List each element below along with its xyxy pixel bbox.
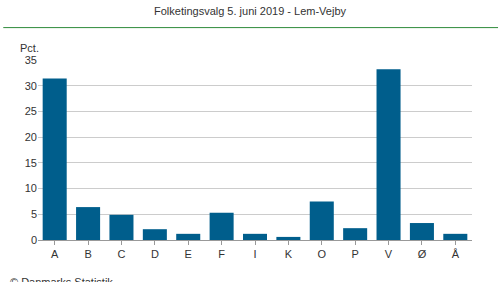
- svg-text:I: I: [253, 248, 256, 260]
- svg-text:V: V: [385, 248, 393, 260]
- svg-text:Å: Å: [452, 248, 460, 260]
- svg-text:30: 30: [25, 80, 37, 92]
- svg-text:25: 25: [25, 105, 37, 117]
- svg-text:P: P: [351, 248, 358, 260]
- svg-text:B: B: [84, 248, 91, 260]
- svg-text:K: K: [285, 248, 293, 260]
- svg-text:A: A: [51, 248, 59, 260]
- svg-text:O: O: [317, 248, 326, 260]
- svg-text:Folketingsvalg 5. juni 2019 -: Folketingsvalg 5. juni 2019 - Lem-Vejby: [154, 5, 346, 17]
- svg-text:Ø: Ø: [418, 248, 427, 260]
- svg-text:D: D: [151, 248, 159, 260]
- svg-text:0: 0: [31, 234, 37, 246]
- svg-text:5: 5: [31, 208, 37, 220]
- svg-text:E: E: [185, 248, 192, 260]
- svg-text:F: F: [218, 248, 225, 260]
- svg-text:15: 15: [25, 157, 37, 169]
- svg-text:10: 10: [25, 182, 37, 194]
- svg-text:20: 20: [25, 131, 37, 143]
- svg-text:35: 35: [25, 54, 37, 66]
- svg-text:© Danmarks Statistik: © Danmarks Statistik: [10, 276, 113, 282]
- svg-text:Pct.: Pct.: [20, 42, 39, 54]
- svg-text:C: C: [117, 248, 125, 260]
